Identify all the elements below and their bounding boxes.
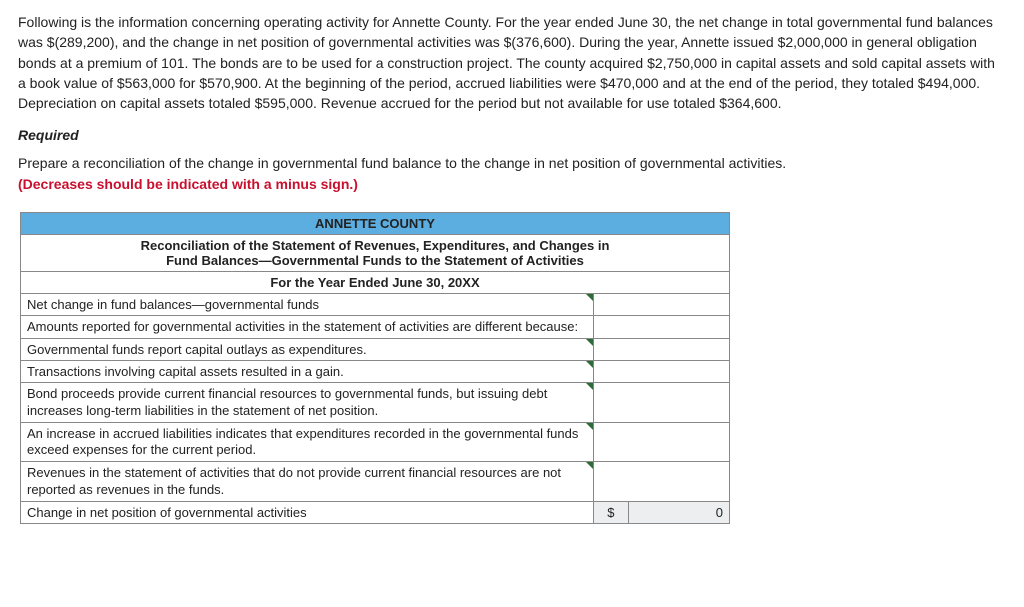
instructions-text: Prepare a reconciliation of the change i… [18,155,786,171]
revenues-input[interactable] [593,462,729,502]
row-label: Amounts reported for governmental activi… [21,316,594,339]
capital-outlays-input[interactable] [593,339,729,361]
row-label: Change in net position of governmental a… [21,501,594,523]
table-row: Transactions involving capital assets re… [21,361,730,383]
reconciliation-table: ANNETTE COUNTY Reconciliation of the Sta… [20,212,730,524]
table-row: Revenues in the statement of activities … [21,462,730,502]
required-label: Required [18,127,1006,143]
subtitle-line-2: Fund Balances—Governmental Funds to the … [27,253,723,268]
table-subtitle: Reconciliation of the Statement of Reven… [21,235,730,272]
table-row: Governmental funds report capital outlay… [21,339,730,361]
instructions: Prepare a reconciliation of the change i… [18,153,1006,194]
blank-cell [593,316,729,339]
row-label: Transactions involving capital assets re… [21,361,594,383]
bond-proceeds-input[interactable] [593,383,729,423]
row-label: An increase in accrued liabilities indic… [21,422,594,462]
instructions-red: (Decreases should be indicated with a mi… [18,176,358,192]
table-row: An increase in accrued liabilities indic… [21,422,730,462]
table-title: ANNETTE COUNTY [21,213,730,235]
row-label: Bond proceeds provide current financial … [21,383,594,423]
currency-symbol: $ [593,501,628,523]
row-label: Net change in fund balances—governmental… [21,294,594,316]
table-row: Amounts reported for governmental activi… [21,316,730,339]
net-change-input[interactable] [593,294,729,316]
table-period: For the Year Ended June 30, 20XX [21,272,730,294]
row-label: Revenues in the statement of activities … [21,462,594,502]
total-value: 0 [629,501,730,523]
accrued-liabilities-input[interactable] [593,422,729,462]
table-row: Net change in fund balances—governmental… [21,294,730,316]
problem-paragraph: Following is the information concerning … [18,12,1006,113]
capital-gain-input[interactable] [593,361,729,383]
table-row: Change in net position of governmental a… [21,501,730,523]
row-label: Governmental funds report capital outlay… [21,339,594,361]
table-row: Bond proceeds provide current financial … [21,383,730,423]
subtitle-line-1: Reconciliation of the Statement of Reven… [27,238,723,253]
